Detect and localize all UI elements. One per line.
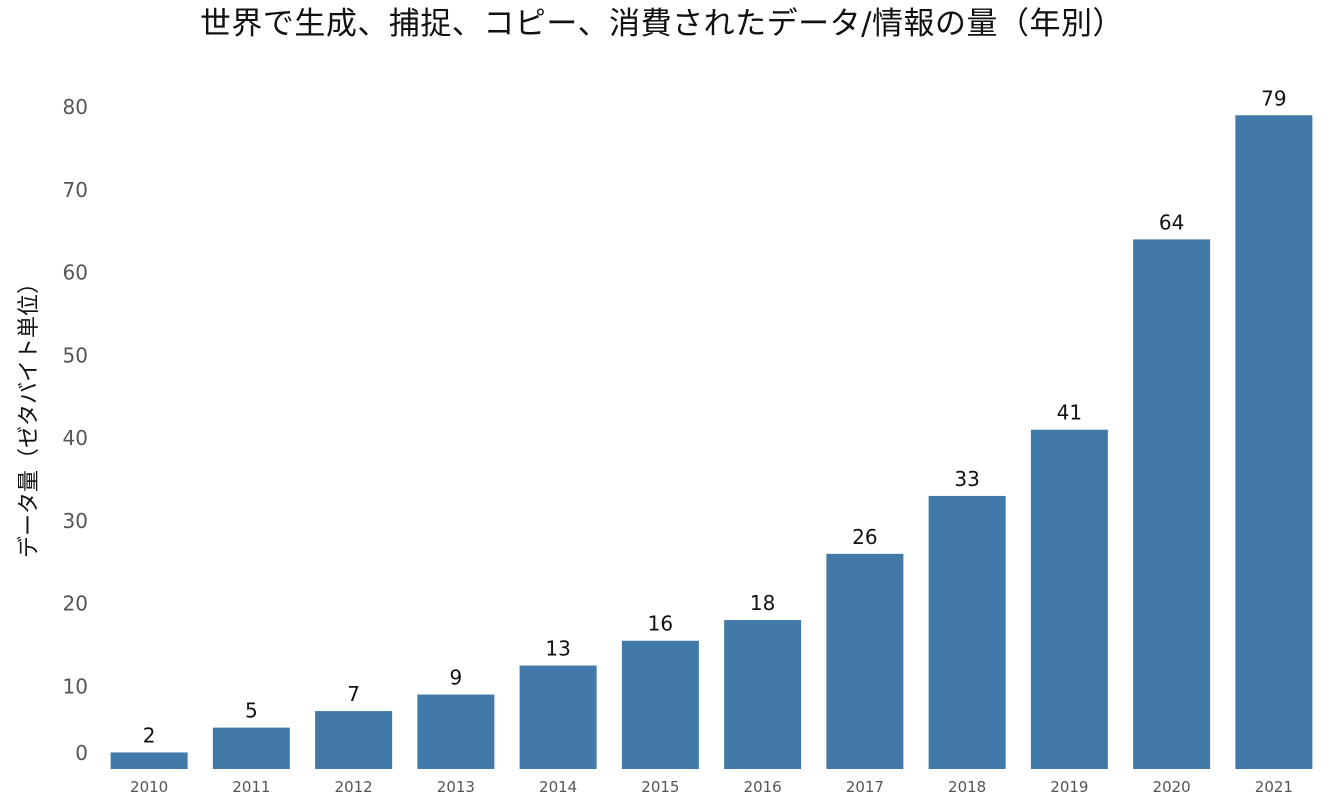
bar-2016 [724, 620, 802, 769]
bar-series [110, 115, 1313, 769]
bar-2021 [1235, 115, 1313, 769]
x-tick-label-2014: 2014 [539, 778, 577, 796]
bar-2020 [1133, 239, 1211, 769]
y-tick-label: 0 [75, 741, 88, 765]
bar-2017 [826, 553, 904, 769]
chart-title: 世界で生成、捕捉、コピー、消費されたデータ/情報の量（年別） [200, 6, 1124, 42]
bar-2011 [212, 727, 290, 769]
bar-2018 [928, 495, 1006, 769]
data-label-2018: 33 [954, 467, 979, 491]
bar-2010 [110, 752, 188, 769]
y-tick-label: 40 [63, 426, 88, 450]
bar-2019 [1030, 429, 1108, 769]
x-tick-label-2021: 2021 [1255, 778, 1293, 796]
data-label-2019: 41 [1057, 401, 1082, 425]
x-tick-label-2015: 2015 [641, 778, 679, 796]
bar-2012 [315, 711, 393, 769]
data-label-2016: 18 [750, 591, 775, 615]
data-label-2020: 64 [1159, 210, 1184, 234]
data-label-2021: 79 [1261, 86, 1286, 110]
data-label-2014: 13 [545, 637, 570, 661]
bar-2015 [621, 640, 699, 769]
x-tick-label-2012: 2012 [335, 778, 373, 796]
y-tick-label: 80 [63, 95, 88, 119]
y-axis: 0 10 20 30 40 50 60 70 80 [63, 95, 88, 765]
y-tick-label: 10 [63, 674, 88, 698]
y-tick-label: 30 [63, 509, 88, 533]
data-label-2012: 7 [347, 682, 360, 706]
y-tick-label: 50 [63, 343, 88, 367]
x-tick-label-2013: 2013 [437, 778, 475, 796]
data-label-2017: 26 [852, 525, 877, 549]
x-tick-label-2011: 2011 [232, 778, 270, 796]
x-tick-label-2016: 2016 [744, 778, 782, 796]
y-tick-label: 70 [63, 178, 88, 202]
x-axis: 2010 2011 2012 2013 2014 2015 2016 2017 2018 2019… [130, 778, 1293, 796]
y-tick-label: 60 [63, 261, 88, 285]
data-label-2015: 16 [648, 612, 673, 636]
bar-2013 [417, 694, 495, 769]
x-tick-label-2010: 2010 [130, 778, 168, 796]
x-tick-label-2018: 2018 [948, 778, 986, 796]
data-label-2011: 5 [245, 699, 258, 723]
y-tick-label: 20 [63, 592, 88, 616]
y-axis-title: データ量（ゼタバイト単位） [17, 272, 42, 558]
data-label-2013: 9 [450, 666, 463, 690]
data-label-2010: 2 [143, 723, 156, 747]
bar-2014 [519, 665, 597, 769]
x-tick-label-2019: 2019 [1050, 778, 1088, 796]
x-tick-label-2020: 2020 [1153, 778, 1191, 796]
x-tick-label-2017: 2017 [846, 778, 884, 796]
